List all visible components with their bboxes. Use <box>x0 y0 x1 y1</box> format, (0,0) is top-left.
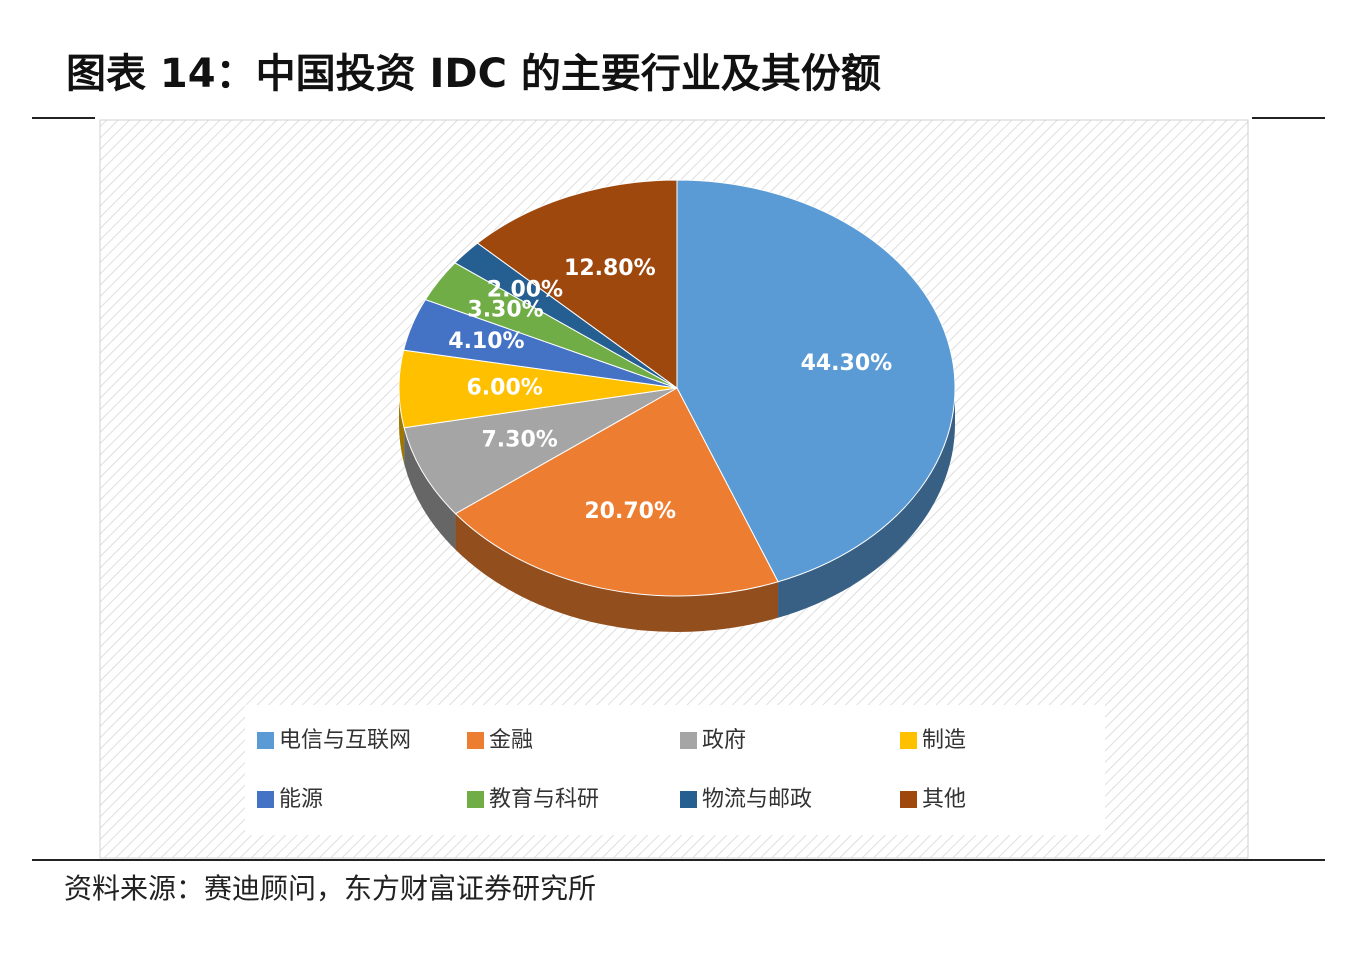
page-title: 图表 14：中国投资 IDC 的主要行业及其份额 <box>66 51 881 97</box>
legend-label: 政府 <box>702 728 746 753</box>
slice-side <box>455 513 779 632</box>
data-label: 12.80% <box>564 256 656 281</box>
legend-label: 金融 <box>489 728 533 753</box>
slice <box>476 179 678 389</box>
legend-swatch <box>467 791 484 808</box>
source-note: 资料来源：赛迪顾问，东方财富证券研究所 <box>64 872 596 905</box>
plot: 44.30% 20.70% 7.30% 6.00% 4.10% 3.30%2.00%12.… <box>257 179 966 812</box>
legend-label: 教育与科研 <box>489 787 599 812</box>
legend-label: 制造 <box>922 728 966 753</box>
slice <box>403 387 678 515</box>
legend-swatch <box>900 732 917 749</box>
data-label: 6.00% <box>466 376 542 401</box>
legend-label: 电信与互联网 <box>279 728 411 753</box>
data-label: 20.70% <box>584 499 676 524</box>
data-label: 4.10% <box>448 329 524 354</box>
legend-swatch <box>680 791 697 808</box>
legend-label: 物流与邮政 <box>702 787 812 812</box>
data-label: 7.30% <box>481 428 557 453</box>
legend-swatch <box>257 732 274 749</box>
legend-box <box>245 705 1105 835</box>
legend-label: 能源 <box>279 787 323 812</box>
data-label: 44.30% <box>801 351 893 376</box>
data-label: 3.30% <box>467 298 543 323</box>
slice <box>454 387 779 597</box>
slice <box>676 179 956 583</box>
slice-side <box>399 388 405 464</box>
slice-side <box>404 427 456 550</box>
slice-side <box>778 388 955 618</box>
legend-label: 其他 <box>922 787 966 812</box>
data-label: 2.00% <box>487 278 563 303</box>
legend-swatch <box>680 732 697 749</box>
legend-swatch <box>467 732 484 749</box>
legend-swatch <box>900 791 917 808</box>
legend-swatch <box>257 791 274 808</box>
